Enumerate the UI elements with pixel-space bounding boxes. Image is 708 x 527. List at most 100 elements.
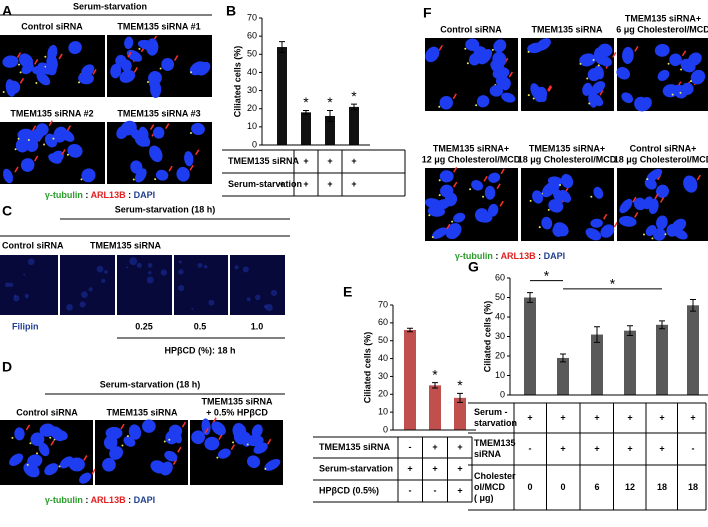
filipin-signal bbox=[81, 291, 88, 298]
centrosome bbox=[579, 62, 582, 65]
condition-value: + bbox=[279, 179, 284, 189]
nucleus bbox=[102, 457, 116, 472]
bar bbox=[429, 385, 441, 430]
nucleus bbox=[245, 434, 264, 447]
panel-label: A bbox=[2, 3, 12, 19]
micrograph bbox=[230, 255, 285, 315]
nucleus bbox=[109, 446, 123, 460]
condition-value: + bbox=[351, 179, 356, 189]
error-bar bbox=[594, 326, 600, 343]
cilium bbox=[452, 93, 457, 100]
centrosome bbox=[532, 97, 535, 100]
centrosome bbox=[78, 81, 81, 84]
filipin-signal bbox=[160, 269, 167, 276]
nucleus bbox=[128, 424, 142, 440]
centrosome bbox=[491, 48, 494, 51]
condition-value: 18 bbox=[688, 482, 698, 492]
filipin-signal bbox=[246, 297, 251, 302]
nucleus bbox=[211, 421, 226, 436]
centrosome bbox=[159, 67, 162, 70]
image-label: TMEM135 siRNA+ bbox=[625, 13, 701, 23]
image-label: TMEM135 siRNA bbox=[531, 24, 603, 34]
panel-header: Serum-starvation bbox=[73, 1, 147, 11]
filipin-signal bbox=[178, 284, 185, 292]
cilium bbox=[500, 168, 505, 175]
panel-label: G bbox=[468, 259, 479, 275]
axis-label: HPβCD (%): 18 h bbox=[165, 345, 236, 355]
centrosome bbox=[190, 71, 193, 74]
filipin-signal bbox=[27, 258, 35, 266]
centrosome bbox=[547, 208, 550, 211]
y-tick-label: 60 bbox=[378, 317, 388, 327]
error-bar bbox=[432, 382, 438, 389]
centrosome bbox=[590, 195, 593, 198]
stain-legend: γ-tubulin : ARL13B : DAPI bbox=[45, 190, 155, 200]
nucleus bbox=[590, 218, 603, 228]
group-label: Control siRNA bbox=[2, 240, 64, 250]
image-label: TMEM135 siRNA bbox=[106, 407, 178, 417]
condition-label: Cholester bbox=[474, 471, 516, 481]
panel-header: Serum-starvation (18 h) bbox=[100, 379, 201, 389]
nucleus bbox=[251, 424, 263, 438]
y-axis-title: Ciliated cells (%) bbox=[232, 46, 242, 118]
error-bar bbox=[303, 110, 309, 115]
cilium bbox=[58, 53, 63, 60]
nucleus bbox=[233, 432, 247, 445]
error-bar bbox=[690, 298, 696, 312]
panel-label: E bbox=[343, 284, 352, 300]
nucleus bbox=[44, 463, 59, 476]
nucleus bbox=[656, 184, 669, 198]
nucleus bbox=[536, 89, 547, 102]
stain-legend-item: : bbox=[538, 251, 544, 261]
centrosome bbox=[592, 59, 595, 62]
image-label: Control siRNA+ bbox=[630, 143, 697, 153]
condition-label: HPβCD (0.5%) bbox=[319, 485, 379, 495]
nucleus bbox=[432, 227, 448, 239]
centrosome bbox=[527, 50, 530, 53]
nucleus bbox=[489, 85, 504, 97]
error-bar bbox=[407, 327, 413, 333]
nucleus bbox=[2, 168, 14, 184]
cilium bbox=[173, 55, 179, 61]
nucleus bbox=[474, 208, 489, 223]
nucleus bbox=[176, 166, 190, 182]
filipin-signal bbox=[254, 294, 261, 301]
nucleus bbox=[683, 175, 698, 193]
condition-value: 0 bbox=[527, 482, 532, 492]
y-tick-label: 50 bbox=[495, 292, 505, 302]
condition-label: TMEM135 siRNA bbox=[228, 156, 300, 166]
concentration-label: 0.5 bbox=[194, 321, 207, 331]
condition-value: + bbox=[527, 412, 532, 422]
y-tick-label: 30 bbox=[495, 331, 505, 341]
nucleus bbox=[67, 143, 83, 158]
condition-value: 18 bbox=[657, 482, 667, 492]
cilium bbox=[165, 123, 170, 130]
filipin-signal bbox=[242, 266, 249, 273]
nucleus bbox=[246, 455, 261, 469]
nucleus bbox=[81, 168, 96, 183]
nucleus bbox=[170, 428, 182, 444]
nucleus bbox=[680, 58, 696, 73]
condition-value: + bbox=[627, 412, 632, 422]
nucleus bbox=[532, 190, 544, 204]
image-label: TMEM135 siRNA bbox=[201, 396, 273, 406]
centrosome bbox=[29, 442, 32, 445]
condition-value: + bbox=[457, 442, 462, 452]
centrosome bbox=[680, 68, 683, 71]
cilium bbox=[16, 52, 22, 58]
centrosome bbox=[482, 195, 485, 198]
condition-value: + bbox=[432, 442, 437, 452]
filipin-signal bbox=[129, 257, 138, 266]
filipin-signal bbox=[79, 301, 86, 308]
condition-label: starvation bbox=[474, 418, 517, 428]
filipin-signal bbox=[146, 276, 154, 284]
cilium bbox=[181, 421, 187, 428]
stain-legend-item: DAPI bbox=[544, 251, 566, 261]
nucleus bbox=[14, 427, 25, 441]
nucleus bbox=[191, 430, 206, 445]
nucleus bbox=[465, 38, 480, 51]
image-label: Control siRNA bbox=[21, 21, 83, 31]
filipin-signal bbox=[104, 270, 108, 274]
centrosome bbox=[43, 143, 46, 146]
